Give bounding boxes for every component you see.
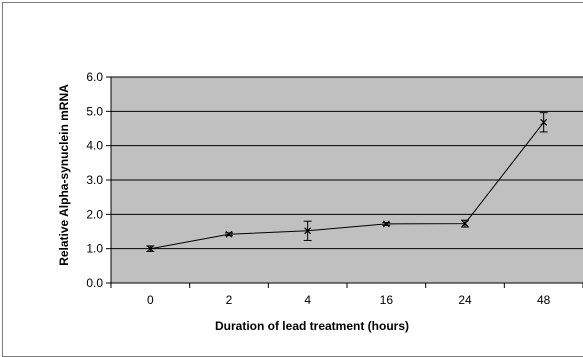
y-tick-label: 1.0 <box>86 242 103 256</box>
data-point-marker <box>304 227 312 235</box>
y-tick-label: 4.0 <box>86 139 103 153</box>
x-tick-label: 0 <box>147 293 154 307</box>
y-tick-label: 6.0 <box>86 70 103 84</box>
data-point-marker <box>461 220 469 228</box>
y-axis-title: Relative Alpha-synuclein mRNA <box>57 84 71 266</box>
x-tick-label: 48 <box>537 293 551 307</box>
x-axis-title: Duration of lead treatment (hours) <box>215 319 409 333</box>
data-point-marker <box>146 245 154 253</box>
series-line <box>150 121 545 250</box>
y-tick-label: 3.0 <box>86 173 103 187</box>
y-tick-label: 0.0 <box>86 276 103 290</box>
x-tick-label: 16 <box>380 293 394 307</box>
data-point-marker <box>225 230 233 238</box>
x-tick-label: 24 <box>458 293 472 307</box>
x-tick-label: 2 <box>226 293 233 307</box>
y-tick-label: 5.0 <box>86 104 103 118</box>
data-point-marker <box>540 118 548 126</box>
y-tick-label: 2.0 <box>86 207 103 221</box>
x-tick-label: 4 <box>304 293 311 307</box>
data-point-marker <box>382 220 390 228</box>
